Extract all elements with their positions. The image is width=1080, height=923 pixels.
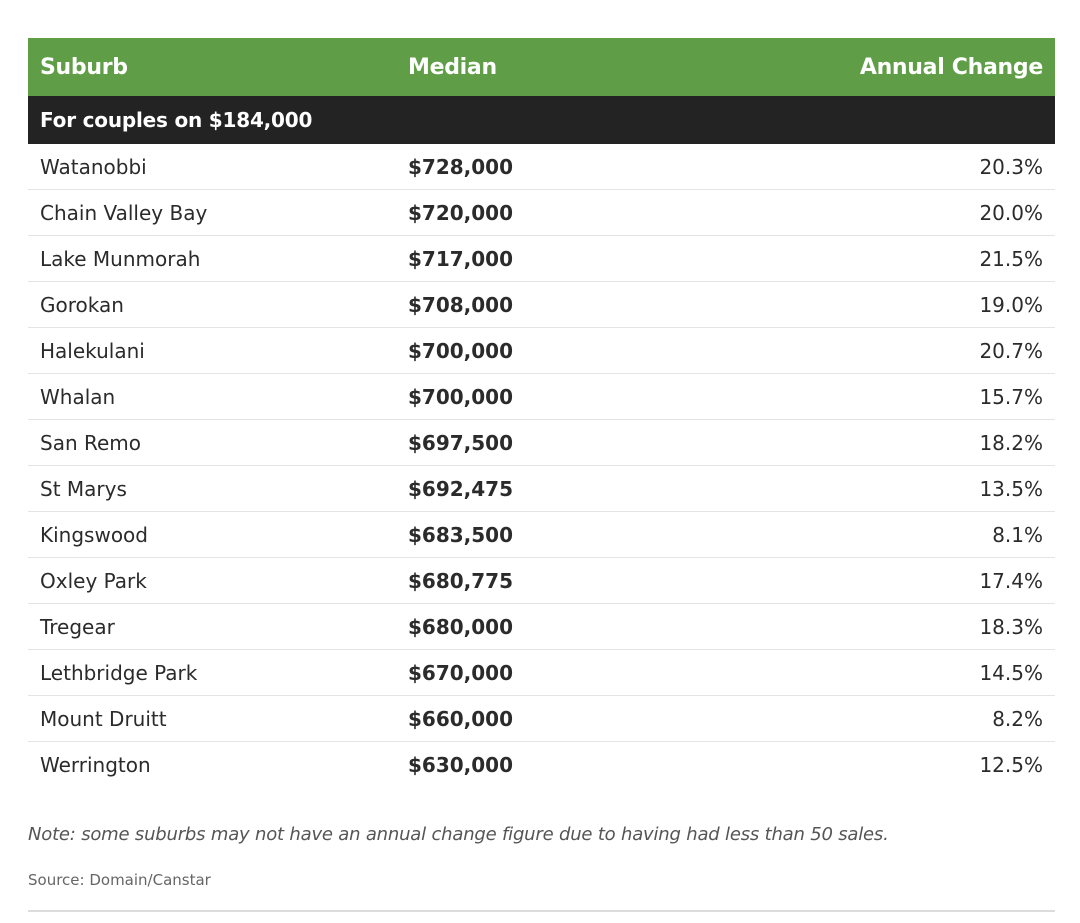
median-cell: $708,000 — [396, 281, 766, 328]
table-row: San Remo $697,500 18.2% — [28, 419, 1055, 466]
suburb-cell: Watanobbi — [28, 144, 396, 190]
annual-change-cell: 20.7% — [766, 327, 1055, 374]
table-row: Chain Valley Bay $720,000 20.0% — [28, 189, 1055, 236]
annual-change-cell: 18.2% — [766, 419, 1055, 466]
median-cell: $728,000 — [396, 144, 766, 190]
median-cell: $683,500 — [396, 511, 766, 558]
suburb-cell: Chain Valley Bay — [28, 189, 396, 236]
table-row: Whalan $700,000 15.7% — [28, 373, 1055, 420]
table-header: Suburb Median Annual Change — [28, 38, 1055, 96]
table-row: Mount Druitt $660,000 8.2% — [28, 695, 1055, 742]
table-row: Tregear $680,000 18.3% — [28, 603, 1055, 650]
median-cell: $700,000 — [396, 327, 766, 374]
annual-change-cell: 8.1% — [766, 511, 1055, 558]
table-row: Oxley Park $680,775 17.4% — [28, 557, 1055, 604]
divider — [28, 910, 1055, 912]
annual-change-cell: 14.5% — [766, 649, 1055, 696]
suburb-cell: Mount Druitt — [28, 695, 396, 742]
annual-change-cell: 13.5% — [766, 465, 1055, 512]
header-median: Median — [396, 38, 766, 96]
group-row: For couples on $184,000 — [28, 96, 1055, 144]
median-cell: $720,000 — [396, 189, 766, 236]
suburb-cell: Kingswood — [28, 511, 396, 558]
table-row: Kingswood $683,500 8.1% — [28, 511, 1055, 558]
annual-change-cell: 15.7% — [766, 373, 1055, 420]
median-cell: $630,000 — [408, 752, 514, 777]
header-annual-change: Annual Change — [766, 38, 1055, 96]
annual-change-cell: 8.2% — [766, 695, 1055, 742]
suburb-cell: San Remo — [28, 419, 396, 466]
table-row: Werrington $630,000 12.5% — [28, 742, 1055, 788]
data-table: Suburb Median Annual Change For couples … — [28, 38, 1055, 787]
annual-change-cell: 18.3% — [766, 603, 1055, 650]
suburb-cell: Lake Munmorah — [28, 235, 396, 282]
median-cell: $697,500 — [396, 419, 766, 466]
table-row: St Marys $692,475 13.5% — [28, 465, 1055, 512]
median-cell: $680,000 — [396, 603, 766, 650]
suburb-cell: Gorokan — [28, 281, 396, 328]
table-row: Lethbridge Park $670,000 14.5% — [28, 649, 1055, 696]
median-cell: $680,775 — [396, 557, 766, 604]
annual-change-cell: 21.5% — [766, 235, 1055, 282]
footnote: Note: some suburbs may not have an annua… — [28, 824, 889, 845]
table-row: Watanobbi $728,000 20.3% — [28, 144, 1055, 190]
median-cell: $717,000 — [396, 235, 766, 282]
annual-change-cell: 17.4% — [766, 557, 1055, 604]
group-label: For couples on $184,000 — [28, 96, 1055, 144]
median-cell: $660,000 — [396, 695, 766, 742]
suburb-cell: Oxley Park — [28, 557, 396, 604]
source-credit: Source: Domain/Canstar — [28, 871, 211, 889]
suburb-cell: Werrington — [40, 752, 151, 777]
table-row: Lake Munmorah $717,000 21.5% — [28, 235, 1055, 282]
suburb-cell: Lethbridge Park — [28, 649, 396, 696]
table-row: Halekulani $700,000 20.7% — [28, 327, 1055, 374]
annual-change-cell: 20.0% — [766, 189, 1055, 236]
header-row: Suburb Median Annual Change — [28, 38, 1055, 96]
median-cell: $692,475 — [396, 465, 766, 512]
annual-change-cell: 12.5% — [979, 752, 1043, 777]
suburb-price-table: Suburb Median Annual Change For couples … — [28, 38, 1055, 787]
median-cell: $670,000 — [396, 649, 766, 696]
suburb-cell: St Marys — [28, 465, 396, 512]
table-body: For couples on $184,000 Watanobbi $728,00… — [28, 96, 1055, 787]
header-suburb: Suburb — [28, 38, 396, 96]
annual-change-cell: 20.3% — [766, 144, 1055, 190]
table-row: Gorokan $708,000 19.0% — [28, 281, 1055, 328]
annual-change-cell: 19.0% — [766, 281, 1055, 328]
suburb-cell: Whalan — [28, 373, 396, 420]
suburb-cell: Tregear — [28, 603, 396, 650]
suburb-cell: Halekulani — [28, 327, 396, 374]
median-cell: $700,000 — [396, 373, 766, 420]
